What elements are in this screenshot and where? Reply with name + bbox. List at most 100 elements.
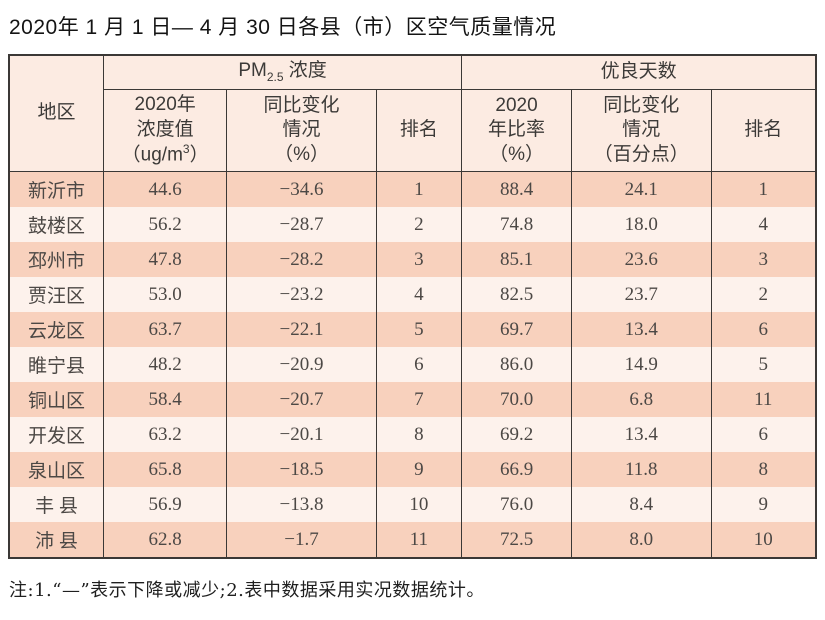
cell-pm-rank: 5 bbox=[375, 312, 463, 347]
cell-pm-change: −18.5 bbox=[226, 452, 377, 487]
cell-good-ratio: 69.2 bbox=[461, 417, 572, 452]
table-row: 铜山区 58.4 −20.7 7 70.0 6.8 11 bbox=[8, 382, 817, 417]
cell-good-change: 8.0 bbox=[570, 522, 712, 558]
cell-pm-rank: 3 bbox=[375, 242, 463, 277]
col-header-good-rank: 排名 bbox=[710, 89, 817, 172]
cell-good-ratio: 66.9 bbox=[461, 452, 572, 487]
cell-good-rank: 1 bbox=[710, 171, 817, 207]
cell-pm-rank: 4 bbox=[375, 277, 463, 312]
cell-pm-rank: 8 bbox=[375, 417, 463, 452]
cell-pm-change: −20.7 bbox=[226, 382, 377, 417]
cell-good-change: 8.4 bbox=[570, 487, 712, 522]
pm-change-line3: （%） bbox=[274, 143, 329, 165]
cell-pm-value: 56.9 bbox=[102, 487, 228, 522]
cell-pm-value: 48.2 bbox=[102, 347, 228, 382]
cell-pm-value: 47.8 bbox=[102, 242, 228, 277]
cell-pm-value: 63.2 bbox=[102, 417, 228, 452]
cell-region: 睢宁县 bbox=[8, 347, 104, 382]
cell-region: 邳州市 bbox=[8, 242, 104, 277]
table-header: 地区 PM2.5 浓度 优良天数 2020年 浓度值 （ug/m3） 同比变化 … bbox=[8, 55, 817, 172]
cell-region: 贾汪区 bbox=[8, 277, 104, 312]
col-header-good-change: 同比变化 情况 （百分点） bbox=[570, 89, 712, 172]
good-change-line1: 同比变化 bbox=[603, 95, 680, 117]
pm-change-line2: 情况 bbox=[282, 119, 321, 141]
cell-pm-value: 44.6 bbox=[102, 171, 228, 207]
cell-good-change: 23.7 bbox=[570, 277, 712, 312]
cell-pm-change: −20.1 bbox=[226, 417, 377, 452]
cell-good-ratio: 72.5 bbox=[461, 522, 572, 558]
header-row-columns: 2020年 浓度值 （ug/m3） 同比变化 情况 （%） 排名 2020 年比… bbox=[9, 89, 817, 172]
cell-region: 泉山区 bbox=[8, 452, 104, 487]
table-row: 丰 县 56.9 −13.8 10 76.0 8.4 9 bbox=[8, 487, 817, 522]
cell-pm-rank: 6 bbox=[375, 347, 463, 382]
cell-pm-change: −28.2 bbox=[226, 242, 377, 277]
cell-good-rank: 2 bbox=[710, 277, 817, 312]
col-header-pm-change: 同比变化 情况 （%） bbox=[226, 89, 377, 172]
cell-pm-value: 58.4 bbox=[102, 382, 228, 417]
cell-good-change: 13.4 bbox=[570, 312, 712, 347]
table-row: 新沂市 44.6 −34.6 1 88.4 24.1 1 bbox=[8, 171, 817, 207]
cell-region: 新沂市 bbox=[8, 171, 104, 207]
pm-value-line2: 浓度值 bbox=[136, 118, 194, 140]
pm-change-line1: 同比变化 bbox=[263, 95, 340, 117]
pm-label: PM bbox=[238, 60, 267, 82]
col-header-pm-rank: 排名 bbox=[375, 89, 463, 172]
cell-good-change: 13.4 bbox=[570, 417, 712, 452]
cell-good-change: 18.0 bbox=[570, 207, 712, 242]
cell-good-ratio: 86.0 bbox=[461, 347, 572, 382]
table-row: 睢宁县 48.2 −20.9 6 86.0 14.9 5 bbox=[8, 347, 817, 382]
table-body: 新沂市 44.6 −34.6 1 88.4 24.1 1 鼓楼区 56.2 −28.7 2 74.8 1… bbox=[8, 171, 817, 558]
pm-value-unit-sup: 3 bbox=[182, 141, 190, 156]
cell-pm-rank: 1 bbox=[375, 171, 463, 207]
col-group-pm25: PM2.5 浓度 bbox=[102, 55, 463, 90]
cell-good-ratio: 76.0 bbox=[461, 487, 572, 522]
cell-good-ratio: 85.1 bbox=[461, 242, 572, 277]
cell-pm-value: 62.8 bbox=[102, 522, 228, 558]
cell-region: 鼓楼区 bbox=[8, 207, 104, 242]
footnote: 注:1.“—”表示下降或减少;2.表中数据采用实况数据统计。 bbox=[9, 580, 485, 601]
cell-good-change: 6.8 bbox=[570, 382, 712, 417]
cell-pm-rank: 7 bbox=[375, 382, 463, 417]
table-row: 邳州市 47.8 −28.2 3 85.1 23.6 3 bbox=[8, 242, 817, 277]
cell-region: 丰 县 bbox=[8, 487, 104, 522]
cell-good-ratio: 74.8 bbox=[461, 207, 572, 242]
good-ratio-line2: 年比率 bbox=[488, 119, 546, 141]
pm-subscript: 2.5 bbox=[266, 70, 284, 85]
cell-pm-change: −1.7 bbox=[226, 522, 377, 558]
cell-pm-change: −20.9 bbox=[226, 347, 377, 382]
cell-good-change: 24.1 bbox=[570, 171, 712, 207]
table-row: 泉山区 65.8 −18.5 9 66.9 11.8 8 bbox=[8, 452, 817, 487]
cell-good-ratio: 69.7 bbox=[461, 312, 572, 347]
pm-value-unit-close: ） bbox=[189, 144, 209, 166]
cell-good-ratio: 82.5 bbox=[461, 277, 572, 312]
cell-pm-value: 53.0 bbox=[102, 277, 228, 312]
cell-region: 开发区 bbox=[8, 417, 104, 452]
cell-good-rank: 8 bbox=[710, 452, 817, 487]
good-change-line3: （百分点） bbox=[593, 143, 689, 165]
air-quality-table: 地区 PM2.5 浓度 优良天数 2020年 浓度值 （ug/m3） 同比变化 … bbox=[8, 54, 817, 559]
col-header-pm-value: 2020年 浓度值 （ug/m3） bbox=[102, 89, 228, 172]
header-row-groups: 地区 PM2.5 浓度 优良天数 bbox=[8, 55, 817, 172]
cell-pm-rank: 11 bbox=[375, 522, 463, 558]
cell-pm-rank: 10 bbox=[375, 487, 463, 522]
cell-good-change: 23.6 bbox=[570, 242, 712, 277]
pm-value-line1: 2020年 bbox=[134, 94, 196, 116]
cell-good-rank: 10 bbox=[710, 522, 817, 558]
pm-suffix: 浓度 bbox=[283, 60, 327, 82]
good-ratio-line1: 2020 bbox=[495, 95, 538, 117]
pm-value-unit: （ug/m bbox=[121, 144, 183, 166]
cell-pm-value: 63.7 bbox=[102, 312, 228, 347]
cell-pm-rank: 9 bbox=[375, 452, 463, 487]
cell-good-rank: 6 bbox=[710, 312, 817, 347]
table-row: 沛 县 62.8 −1.7 11 72.5 8.0 10 bbox=[8, 522, 817, 558]
cell-pm-change: −22.1 bbox=[226, 312, 377, 347]
cell-pm-value: 56.2 bbox=[102, 207, 228, 242]
cell-good-change: 11.8 bbox=[570, 452, 712, 487]
cell-pm-change: −13.8 bbox=[226, 487, 377, 522]
cell-good-rank: 11 bbox=[710, 382, 817, 417]
cell-good-rank: 5 bbox=[710, 347, 817, 382]
good-change-line2: 情况 bbox=[622, 119, 661, 141]
cell-good-rank: 4 bbox=[710, 207, 817, 242]
table-row: 开发区 63.2 −20.1 8 69.2 13.4 6 bbox=[8, 417, 817, 452]
col-header-region: 地区 bbox=[8, 55, 104, 172]
